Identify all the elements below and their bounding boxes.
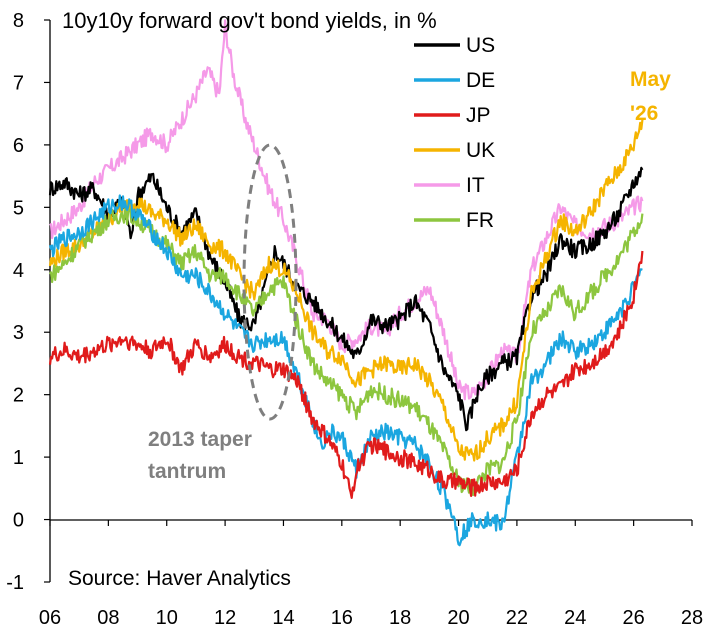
legend-label-us: US [466,34,495,57]
x-tick-label: 24 [564,607,586,629]
x-tick-label: 08 [97,607,119,629]
y-tick-label: -1 [6,572,24,594]
legend-label-fr: FR [466,209,494,232]
taper-tantrum-ellipse [242,143,298,421]
y-tick-label: 6 [13,135,24,157]
chart-title: 10y10y forward gov't bond yields, in % [62,8,437,33]
y-tick-label: 2 [13,385,24,407]
x-tick-labels: 06 08 10 12 14 16 18 20 22 24 26 28 [39,607,703,629]
legend-label-jp: JP [466,104,491,127]
x-tick-label: 06 [39,607,61,629]
y-tick-label: 4 [13,260,24,282]
y-tick-labels: 8 7 6 5 4 3 2 1 0 -1 [6,10,24,594]
x-tick-label: 28 [681,607,703,629]
y-tick-label: 8 [13,10,24,32]
series-lines [48,19,644,547]
series-line-us [48,166,644,432]
series-line-jp [48,250,644,499]
x-tick-label: 10 [156,607,178,629]
x-tick-label: 22 [506,607,528,629]
latest-annotation-line-2: '26 [630,102,658,125]
x-tick-label: 12 [214,607,236,629]
taper-annotation-line-2: tantrum [148,460,226,483]
y-tick-label: 7 [13,72,24,94]
x-tick-label: 20 [447,607,469,629]
series-line-de [48,194,643,547]
y-tick-label: 1 [13,447,24,469]
axes [44,19,693,583]
x-tick-label: 16 [331,607,353,629]
legend: US DE JP UK IT FR [414,34,495,232]
taper-annotation-line-1: 2013 taper [148,428,252,451]
source-note: Source: Haver Analytics [68,567,291,590]
series-line-uk [48,119,644,462]
x-tick-label: 18 [389,607,411,629]
y-tick-label: 5 [13,197,24,219]
legend-label-it: IT [466,174,485,197]
y-tick-label: 3 [13,322,24,344]
latest-annotation-line-1: May [630,68,671,91]
y-tick-label: 0 [13,510,24,532]
legend-label-uk: UK [466,139,495,162]
legend-label-de: DE [466,69,495,92]
x-tick-label: 14 [272,607,294,629]
x-tick-label: 26 [623,607,645,629]
